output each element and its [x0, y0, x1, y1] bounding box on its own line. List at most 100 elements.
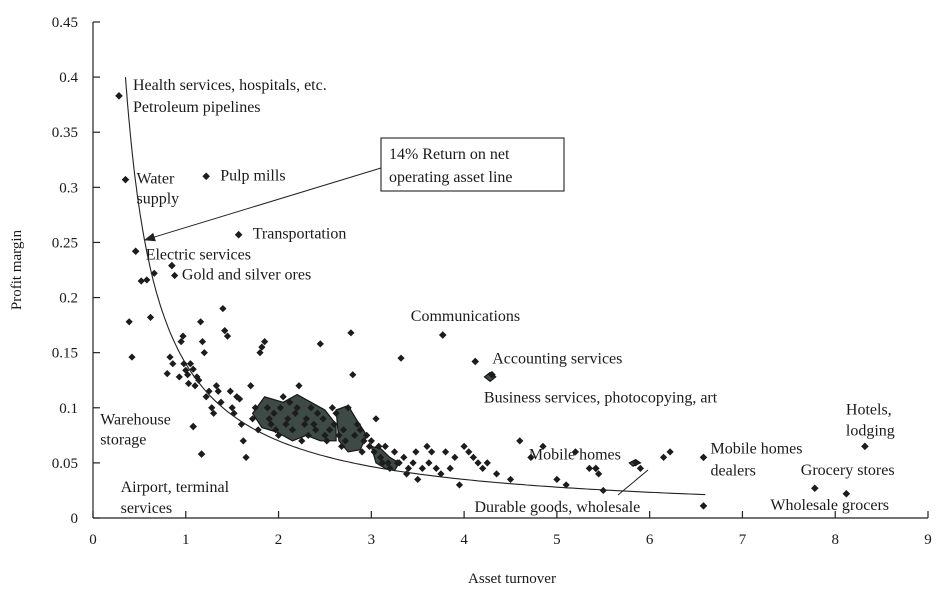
point-annotation: Business services, photocopying, art — [484, 390, 718, 407]
data-point — [428, 448, 436, 456]
data-point — [180, 360, 188, 368]
data-point — [344, 404, 352, 412]
data-point — [265, 415, 273, 423]
data-points — [125, 269, 674, 495]
data-point — [516, 437, 524, 445]
data-point — [469, 453, 477, 461]
y-axis-title: Profit margin — [9, 229, 25, 310]
data-point — [659, 453, 668, 461]
return-curve-line — [124, 77, 706, 496]
point-annotation: services — [121, 500, 173, 517]
labeled-data-point — [471, 357, 480, 366]
labeled-data-point — [168, 261, 176, 270]
y-ticks: 0 0.05 0.1 0.15 0.2 0.25 0.3 0.35 0.4 0.45 — [52, 15, 100, 527]
x-tick-label: 9 — [924, 532, 932, 548]
labeled-points: Health services, hospitals, etc. Petroleu… — [100, 77, 895, 517]
labeled-data-point — [234, 230, 243, 239]
data-point — [319, 415, 327, 423]
data-point — [163, 370, 171, 378]
point-annotation: Hotels, — [846, 401, 892, 418]
data-point — [298, 437, 306, 445]
data-point — [347, 329, 355, 337]
data-point — [310, 420, 318, 428]
labeled-data-point — [202, 172, 210, 181]
labeled-data-point — [121, 175, 130, 184]
y-tick-label: 0.1 — [59, 401, 78, 417]
data-point — [270, 409, 278, 417]
point-annotation: Airport, terminal — [121, 479, 230, 496]
labeled-data-point — [861, 442, 869, 451]
data-point — [492, 470, 501, 478]
point-annotation: Gold and silver ores — [182, 267, 311, 284]
callout-arrowhead — [144, 232, 156, 242]
x-tick-label: 8 — [831, 532, 839, 548]
labeled-data-point — [438, 331, 447, 339]
data-point — [358, 448, 366, 456]
data-point — [197, 318, 205, 326]
point-annotation: storage — [100, 432, 146, 449]
data-point — [128, 353, 136, 361]
data-point — [330, 420, 338, 428]
data-point — [465, 448, 473, 456]
data-point — [479, 464, 487, 472]
point-annotation: Accounting services — [492, 351, 622, 368]
point-annotation: Water — [137, 171, 175, 188]
data-point — [286, 398, 294, 406]
data-point — [223, 332, 232, 340]
data-point — [562, 481, 570, 489]
data-point — [632, 459, 640, 467]
data-point — [291, 409, 299, 417]
data-point — [226, 387, 234, 395]
data-point — [377, 453, 385, 461]
point-annotation: Grocery stores — [801, 462, 895, 479]
point-annotation: Warehouse — [100, 412, 171, 429]
point-annotation: Durable goods, wholesale — [475, 499, 641, 516]
data-point — [423, 442, 431, 450]
point-annotation: Wholesale grocers — [770, 497, 889, 514]
data-point — [267, 420, 275, 428]
x-tick-label: 5 — [553, 532, 561, 548]
data-point — [150, 269, 158, 277]
data-point — [143, 276, 151, 284]
point-annotation: Pulp mills — [220, 167, 285, 184]
data-point — [191, 382, 199, 390]
point-annotation: Mobile homes — [529, 446, 621, 463]
y-tick-label: 0.15 — [52, 346, 78, 362]
point-annotation: Health services, hospitals, etc. — [133, 77, 327, 94]
y-tick-label: 0.35 — [52, 125, 78, 141]
x-tick-label: 0 — [89, 532, 97, 548]
data-point — [384, 459, 392, 467]
data-point — [239, 437, 247, 445]
data-point — [210, 409, 218, 417]
data-point — [316, 340, 324, 348]
x-tick-label: 7 — [739, 532, 747, 548]
data-point — [182, 366, 190, 374]
data-point — [425, 459, 433, 467]
data-point — [353, 420, 362, 428]
data-point — [432, 464, 440, 472]
data-point — [175, 373, 183, 381]
data-point — [214, 387, 222, 395]
data-point — [189, 365, 197, 373]
data-point — [125, 318, 133, 326]
y-tick-label: 0.4 — [59, 70, 78, 86]
data-point — [242, 453, 250, 461]
data-point — [200, 349, 208, 357]
data-point — [282, 420, 290, 428]
data-point — [146, 313, 155, 321]
data-point — [356, 426, 364, 434]
data-point — [418, 464, 426, 472]
data-point — [321, 431, 329, 439]
data-point — [395, 459, 403, 467]
data-point — [375, 442, 383, 450]
callout-line-1: 14% Return on net — [389, 146, 510, 163]
data-point — [372, 415, 380, 423]
data-point — [221, 327, 229, 335]
data-point — [414, 475, 422, 484]
data-point — [230, 409, 238, 417]
data-point — [349, 371, 357, 379]
data-point — [332, 409, 340, 417]
data-point — [397, 354, 405, 362]
data-point — [300, 420, 309, 428]
data-point — [404, 464, 413, 472]
